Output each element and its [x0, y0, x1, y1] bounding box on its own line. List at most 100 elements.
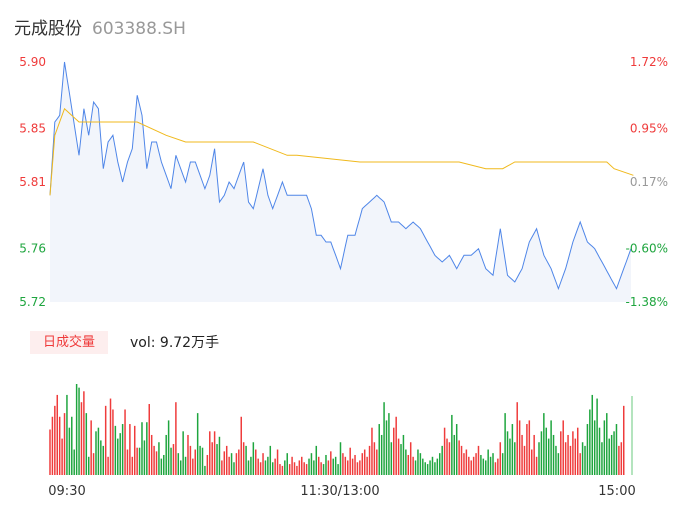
volume-bar: [187, 434, 189, 475]
volume-bar: [296, 465, 298, 475]
volume-bar: [366, 456, 368, 475]
volume-bar: [281, 465, 284, 475]
volume-bar: [354, 454, 356, 475]
volume-bar: [75, 384, 78, 475]
volume-bar: [97, 427, 100, 475]
volume-bar: [388, 413, 390, 475]
volume-bar: [221, 460, 223, 475]
volume-bar: [468, 456, 470, 475]
volume-bar: [255, 449, 257, 475]
volume-bar: [443, 427, 446, 475]
volume-bar: [175, 402, 177, 475]
volume-bar: [129, 424, 131, 475]
volume-bar: [368, 445, 371, 475]
volume-bar: [543, 413, 545, 475]
volume-bar: [267, 456, 269, 475]
volume-bar: [455, 424, 458, 475]
volume-bar: [497, 458, 499, 475]
volume-bar: [589, 409, 591, 475]
volume-bar: [107, 456, 109, 475]
volume-bar: [480, 454, 482, 475]
volume-bar: [409, 442, 412, 475]
volume-bar: [225, 445, 228, 475]
x-tick-label: 11:30/13:00: [300, 484, 379, 499]
volume-bar: [73, 449, 75, 475]
volume-bar: [252, 442, 255, 475]
volume-bar: [446, 438, 448, 475]
volume-bar: [608, 438, 610, 475]
volume-bar: [523, 445, 526, 475]
volume-bar: [179, 460, 182, 475]
volume-bar: [189, 445, 192, 475]
y-right-tick-label: 0.17%: [630, 175, 668, 189]
volume-bar: [414, 460, 417, 475]
volume-bar: [121, 424, 124, 475]
volume-bar: [439, 453, 441, 475]
volume-bar: [562, 420, 564, 475]
volume-bar: [363, 449, 366, 475]
volume-bar: [494, 462, 497, 475]
volume-bar: [606, 413, 608, 475]
volume-bar: [80, 402, 83, 475]
volume-bar: [564, 442, 567, 475]
indicator-tab-daily-volume[interactable]: 日成交量: [30, 331, 108, 354]
volume-bar: [572, 431, 574, 475]
volume-bar: [148, 404, 150, 475]
volume-bar: [158, 442, 160, 475]
volume-bar: [165, 434, 167, 475]
volume-bar: [284, 460, 286, 475]
volume-bar: [262, 453, 264, 475]
volume-bar: [209, 431, 211, 475]
volume-bar: [424, 462, 426, 475]
volume-bar: [465, 449, 468, 475]
volume-bar: [576, 427, 579, 475]
volume-bar: [567, 434, 569, 475]
volume-bar: [516, 402, 518, 475]
volume-bar: [475, 453, 477, 475]
volume-bar: [71, 416, 73, 475]
volume-bar: [448, 442, 451, 475]
volume-bar: [133, 425, 136, 475]
volume-bar: [301, 456, 303, 475]
volume-bar: [395, 416, 397, 475]
volume-bar: [422, 458, 424, 475]
volume-bar: [584, 445, 586, 475]
volume-bar: [560, 431, 562, 475]
volume-bar: [250, 456, 252, 475]
volume-bar: [141, 422, 143, 475]
volume-bar: [112, 409, 114, 475]
y-right-tick-label: 1.72%: [630, 55, 668, 69]
volume-bar: [472, 456, 475, 475]
volume-bar: [271, 462, 274, 475]
volume-bar: [531, 449, 533, 475]
volume-bar: [54, 405, 56, 475]
volume-bar: [593, 420, 596, 475]
volume-bar: [601, 442, 603, 475]
volume-bar: [596, 398, 598, 475]
price-line: [49, 61, 632, 291]
volume-bar: [361, 453, 364, 475]
volume-bar: [308, 458, 310, 475]
y-left-tick-label: 5.72: [19, 295, 46, 309]
volume-bar: [313, 460, 315, 475]
volume-bar: [463, 453, 465, 475]
volume-bar: [349, 447, 351, 475]
volume-bar: [240, 416, 242, 475]
volume-bar: [330, 451, 332, 475]
stock-name: 元成股份: [14, 19, 82, 39]
volume-bar: [485, 460, 487, 475]
y-right-tick-label: -0.60%: [626, 242, 668, 256]
volume-bar: [429, 460, 431, 475]
volume-bar: [347, 460, 349, 475]
volume-bar: [56, 394, 59, 475]
volume-bar: [489, 456, 492, 475]
volume-bar: [618, 445, 620, 475]
volume-bar: [124, 409, 126, 475]
volume-bar: [610, 434, 613, 475]
volume-bar: [351, 458, 354, 475]
volume-bar: [192, 458, 194, 475]
volume-bar: [332, 458, 334, 475]
volume-bar: [143, 440, 146, 475]
volume-bar: [204, 465, 206, 475]
volume-bar: [552, 434, 555, 475]
